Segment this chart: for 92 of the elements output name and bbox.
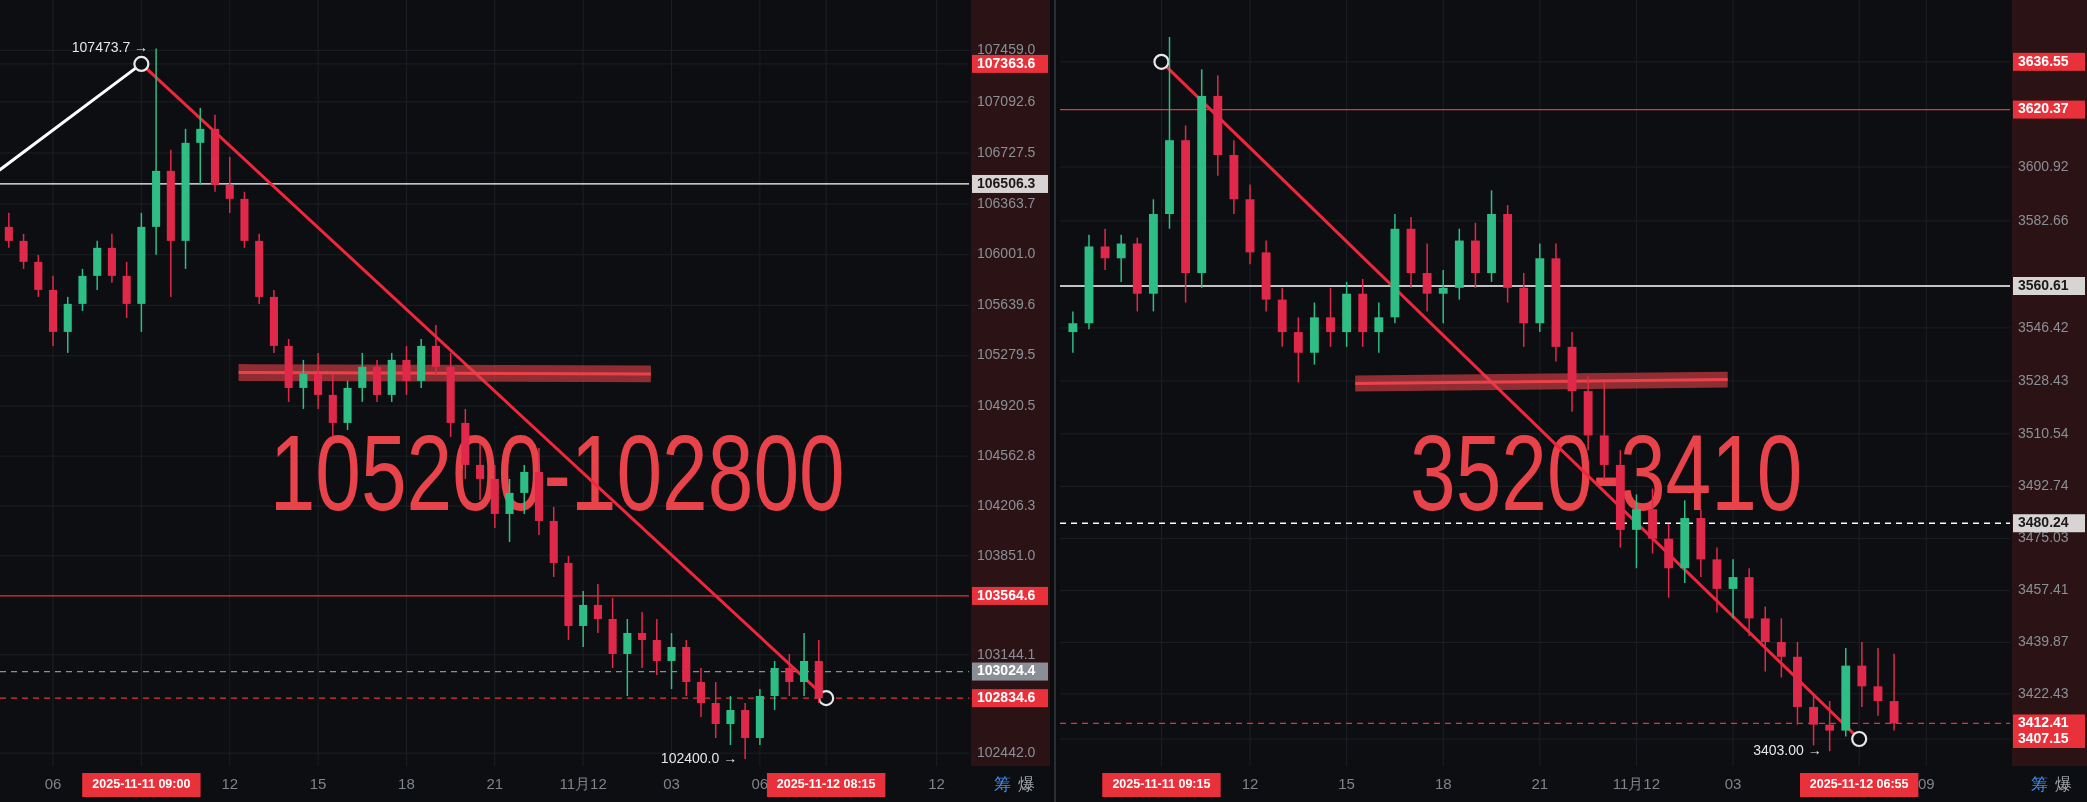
y-tick-label: 3510.54	[2018, 424, 2069, 441]
candlestick	[1776, 617, 1786, 679]
candlestick	[299, 359, 308, 410]
candlestick	[638, 611, 647, 669]
candlestick	[196, 107, 205, 186]
x-tick-label: 03	[1724, 774, 1742, 792]
annotation: 102400.0 →	[660, 750, 738, 766]
y-tick-label: 3422.43	[2018, 684, 2069, 701]
candlestick	[593, 583, 602, 634]
x-tick-label: 03	[663, 774, 680, 792]
candlestick	[579, 590, 588, 648]
candlestick	[1857, 641, 1867, 708]
y-tick-label: 106001.0	[977, 245, 1036, 262]
y-tick-label: 107092.6	[977, 92, 1036, 109]
candlestick	[1809, 694, 1818, 747]
annotation: 3403.00 →	[1753, 742, 1822, 759]
text: 筹	[2030, 775, 2048, 795]
candlestick	[1116, 233, 1126, 283]
y-tick-label: 3475.03	[2018, 529, 2069, 546]
candlestick	[1438, 269, 1448, 324]
y-tick-label: 3457.41	[2018, 581, 2069, 598]
x-tick-label: 15	[309, 774, 327, 792]
x-tick-label: 18	[398, 774, 415, 792]
candlestick	[1374, 301, 1384, 354]
y-tick-label: 3582.66	[2018, 211, 2069, 228]
x-tick-label: 12	[1241, 774, 1259, 792]
candlestick	[696, 667, 706, 718]
y-tick-label: 106727.5	[977, 143, 1036, 160]
y-tick-label: 102442.0	[977, 743, 1036, 760]
candlestick	[1825, 700, 1835, 752]
y-tick-label: 104562.8	[977, 446, 1036, 463]
y-tick-label: 3439.87	[2018, 633, 2069, 650]
y-tick-label: 3546.42	[2018, 318, 2069, 335]
y-tick-label: 104920.5	[977, 396, 1036, 413]
y-tick-label: 3636.55	[2018, 52, 2069, 69]
candlestick	[667, 632, 676, 690]
candlestick	[726, 695, 735, 746]
candlestick	[800, 632, 809, 697]
x-tick-label: 21	[1531, 774, 1549, 792]
ref-line-label: 103564.6	[977, 586, 1036, 603]
x-tick-label: 2025-11-12 06:55	[1809, 777, 1909, 792]
ref-line-label: 102834.6	[977, 688, 1036, 705]
y-tick-label: 3528.43	[2018, 371, 2069, 388]
x-tick-label: 06	[44, 774, 62, 792]
y-tick-label: 105279.5	[977, 346, 1036, 363]
candlestick	[1100, 228, 1110, 271]
ref-line-label: 3480.24	[2018, 513, 2069, 530]
candlestick	[4, 212, 13, 249]
candlestick	[1068, 310, 1078, 354]
x-tick-label: 11月12	[559, 774, 607, 792]
y-tick-label: 3407.15	[2018, 729, 2069, 746]
y-tick-label: 103851.0	[977, 546, 1036, 563]
candlestick	[1293, 316, 1303, 384]
ref-line-label: 106506.3	[977, 174, 1036, 191]
candlestick	[1326, 287, 1335, 348]
y-tick-label: 106363.7	[977, 194, 1036, 211]
x-tick-label: 12	[221, 774, 239, 792]
ref-line-label: 3620.37	[2018, 100, 2069, 117]
y-tick-label: 3600.92	[2018, 157, 2069, 174]
candlestick	[1422, 242, 1432, 313]
x-tick-label: 2025-11-11 09:00	[92, 777, 191, 792]
text: 筹	[993, 775, 1011, 795]
candlestick	[358, 352, 367, 403]
y-tick-label: 3492.74	[2018, 477, 2069, 494]
y-tick-label: 103144.1	[977, 645, 1036, 662]
candlestick	[19, 233, 28, 270]
y-tick-label: 105639.6	[977, 296, 1036, 313]
x-tick-label: 2025-11-11 09:15	[1112, 777, 1211, 792]
x-tick-label: 11月12	[1612, 774, 1661, 792]
candlestick	[623, 618, 632, 697]
candlestick	[785, 653, 794, 697]
ref-line-label: 103024.4	[977, 662, 1036, 679]
candlestick	[711, 681, 720, 739]
annotation: 107473.7 →	[71, 39, 149, 56]
candlestick	[1873, 647, 1883, 717]
x-tick-label: 18	[1434, 774, 1452, 792]
ref-line-label: 3560.61	[2018, 276, 2069, 293]
x-tick-label: 21	[486, 774, 504, 792]
candlestick	[402, 345, 411, 396]
text: 爆	[1017, 775, 1035, 795]
candlestick	[314, 352, 323, 410]
x-tick-label: 15	[1338, 774, 1355, 792]
y-tick-label: 104206.3	[977, 496, 1036, 513]
candlestick	[431, 324, 440, 375]
candlestick	[1728, 558, 1738, 620]
candlestick	[1760, 605, 1770, 673]
text: 爆	[2054, 775, 2072, 795]
ref-line-label: 3412.41	[2018, 714, 2069, 731]
candlestick	[225, 156, 234, 214]
x-tick-label: 12	[928, 774, 945, 792]
candlestick	[652, 618, 661, 676]
x-tick-label: 2025-11-12 08:15	[776, 777, 876, 792]
